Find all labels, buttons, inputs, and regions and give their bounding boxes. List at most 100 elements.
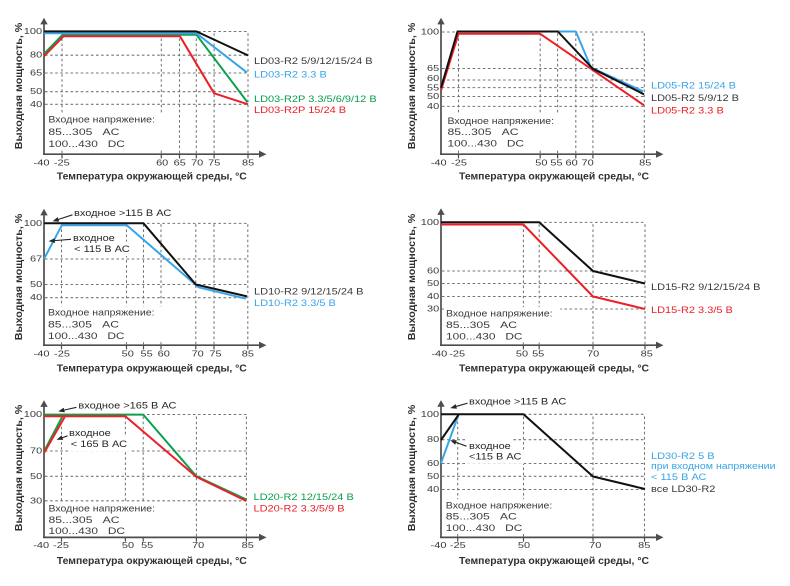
svg-text:LD15-R2 3.3/5 В: LD15-R2 3.3/5 В <box>651 305 733 315</box>
svg-text:60: 60 <box>427 74 440 83</box>
svg-text:50: 50 <box>427 92 440 101</box>
svg-text:-25: -25 <box>54 349 71 358</box>
svg-text:85...305 AC: 85...305 AC <box>49 515 121 525</box>
svg-text:Температура окружающей среды,: Температура окружающей среды, °С <box>57 172 247 183</box>
svg-text:70: 70 <box>589 541 602 550</box>
svg-text:40: 40 <box>427 102 440 111</box>
svg-text:100...430 DC: 100...430 DC <box>49 526 126 536</box>
svg-text:80: 80 <box>30 51 43 60</box>
svg-text:-25: -25 <box>54 159 71 168</box>
svg-text:50: 50 <box>30 87 43 96</box>
svg-text:Температура окружающей среды,: Температура окружающей среды, °С <box>57 363 247 374</box>
svg-text:Входное напряжение:: Входное напряжение: <box>448 116 555 126</box>
svg-text:LD15-R2 9/12/15/24 В: LD15-R2 9/12/15/24 В <box>651 282 761 292</box>
svg-text:LD03-R2 3.3 В: LD03-R2 3.3 В <box>254 70 327 80</box>
svg-text:75: 75 <box>208 159 221 168</box>
svg-text:55: 55 <box>550 159 563 168</box>
svg-text:40: 40 <box>30 100 43 109</box>
svg-text:Температура окружающей среды,: Температура окружающей среды, °С <box>459 363 649 374</box>
svg-text:50: 50 <box>30 472 43 481</box>
svg-text:LD10-R2 9/12/15/24 В: LD10-R2 9/12/15/24 В <box>254 287 364 297</box>
svg-text:50: 50 <box>122 349 135 358</box>
svg-text:Выходная мощность, %: Выходная мощность, % <box>407 23 418 150</box>
svg-text:65: 65 <box>427 64 440 73</box>
svg-text:50: 50 <box>122 541 135 550</box>
svg-text:85: 85 <box>242 541 255 550</box>
svg-text:Температура окружающей среды,: Температура окружающей среды, °С <box>459 172 649 183</box>
svg-text:100: 100 <box>24 410 43 419</box>
svg-text:<115 В АС: <115 В АС <box>469 452 522 462</box>
svg-text:LD03-R2P 15/24 В: LD03-R2P 15/24 В <box>254 105 346 115</box>
svg-text:50: 50 <box>535 159 548 168</box>
svg-text:при входном напряжении: при входном напряжении <box>651 461 776 471</box>
svg-text:Температура окружающей среды,: Температура окружающей среды, °С <box>459 556 649 567</box>
svg-text:-40: -40 <box>34 349 51 358</box>
svg-text:70: 70 <box>30 447 43 456</box>
svg-text:< 165 В АС: < 165 В АС <box>71 439 128 449</box>
svg-text:Выходная мощность, %: Выходная мощность, % <box>14 23 25 150</box>
svg-text:100...430 DC: 100...430 DC <box>48 331 125 341</box>
svg-text:100...430 DC: 100...430 DC <box>48 139 125 149</box>
svg-text:Температура окружающей среды,: Температура окружающей среды, °С <box>57 556 247 567</box>
svg-text:85...305 AC: 85...305 AC <box>446 320 518 330</box>
svg-text:LD10-R2 3.3/5 В: LD10-R2 3.3/5 В <box>254 298 336 308</box>
svg-text:100: 100 <box>24 27 43 36</box>
svg-text:70: 70 <box>587 349 600 358</box>
svg-text:80: 80 <box>427 435 440 444</box>
svg-text:50: 50 <box>427 279 440 288</box>
svg-text:LD30-R2 5 В: LD30-R2 5 В <box>651 451 715 461</box>
svg-text:60: 60 <box>566 159 579 168</box>
svg-text:-40: -40 <box>431 159 448 168</box>
svg-text:85...305 AC: 85...305 AC <box>448 127 520 137</box>
svg-text:85: 85 <box>639 159 652 168</box>
svg-text:50: 50 <box>30 280 43 289</box>
svg-text:-25: -25 <box>449 349 466 358</box>
svg-text:85: 85 <box>242 349 255 358</box>
svg-text:100: 100 <box>421 410 440 419</box>
svg-text:входное: входное <box>469 441 511 451</box>
svg-text:70: 70 <box>192 541 205 550</box>
svg-text:60: 60 <box>427 459 440 468</box>
svg-text:30: 30 <box>427 305 440 314</box>
svg-text:70: 70 <box>192 349 205 358</box>
svg-text:Выходная мощность, %: Выходная мощность, % <box>14 405 25 532</box>
svg-text:< 115 В АС: < 115 В АС <box>74 244 130 254</box>
svg-text:75: 75 <box>209 349 222 358</box>
svg-text:100: 100 <box>421 218 440 227</box>
svg-text:-25: -25 <box>451 159 468 168</box>
svg-text:85...305 AC: 85...305 AC <box>48 319 120 329</box>
svg-text:50: 50 <box>516 349 529 358</box>
svg-text:все LD30-R2: все LD30-R2 <box>651 484 716 494</box>
svg-text:55: 55 <box>532 349 545 358</box>
svg-text:-40: -40 <box>34 159 51 168</box>
svg-text:входное >115 В АС: входное >115 В АС <box>469 396 567 406</box>
svg-text:Входное напряжение:: Входное напряжение: <box>48 308 155 318</box>
svg-text:100...430 DC: 100...430 DC <box>446 331 523 341</box>
svg-text:входное: входное <box>69 428 111 438</box>
svg-text:60: 60 <box>427 267 440 276</box>
svg-text:55: 55 <box>427 83 440 92</box>
svg-text:85...305 AC: 85...305 AC <box>446 512 518 522</box>
svg-text:Входное напряжение:: Входное напряжение: <box>446 308 553 318</box>
svg-text:30: 30 <box>30 496 43 505</box>
svg-text:LD05-R2 5/9/12 В: LD05-R2 5/9/12 В <box>651 93 739 103</box>
svg-text:60: 60 <box>156 159 169 168</box>
svg-text:Выходная мощность, %: Выходная мощность, % <box>407 405 418 531</box>
svg-text:Выходная мощность, %: Выходная мощность, % <box>14 214 25 341</box>
svg-text:85: 85 <box>638 541 651 550</box>
svg-text:Входное напряжение:: Входное напряжение: <box>48 115 154 125</box>
svg-text:LD03-R2 5/9/12/15/24 В: LD03-R2 5/9/12/15/24 В <box>254 56 373 66</box>
svg-text:100...430 DC: 100...430 DC <box>446 523 523 533</box>
svg-text:65: 65 <box>30 69 43 78</box>
svg-text:50: 50 <box>518 541 531 550</box>
svg-text:Входное напряжение:: Входное напряжение: <box>49 504 156 514</box>
svg-text:40: 40 <box>30 293 43 302</box>
svg-text:LD20-R2 3.3/5/9 В: LD20-R2 3.3/5/9 В <box>254 504 345 514</box>
svg-text:65: 65 <box>174 159 187 168</box>
svg-text:70: 70 <box>582 159 595 168</box>
svg-text:40: 40 <box>427 292 440 301</box>
svg-text:100: 100 <box>24 219 43 228</box>
svg-text:-40: -40 <box>33 541 50 550</box>
svg-text:-40: -40 <box>431 541 448 550</box>
svg-text:85: 85 <box>242 159 255 168</box>
